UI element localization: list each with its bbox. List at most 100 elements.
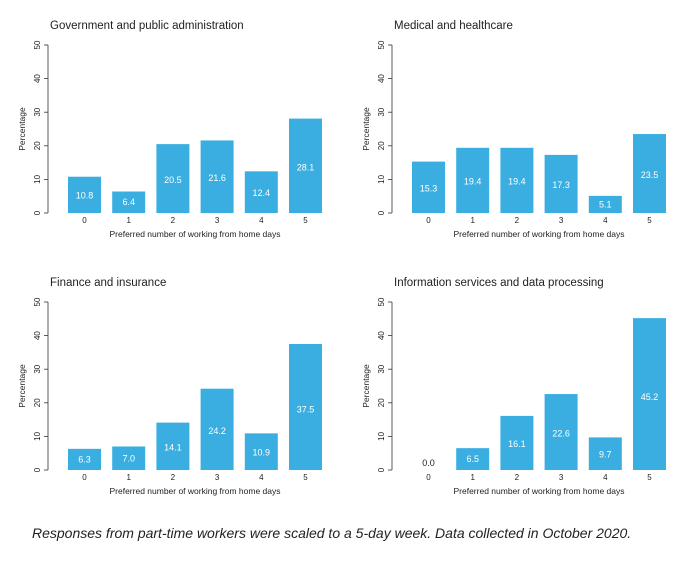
x-tick-label: 3 [559, 216, 564, 225]
y-tick-label: 20 [377, 141, 386, 150]
y-axis-label: Percentage [17, 364, 27, 408]
bar-value-label: 19.4 [464, 177, 482, 187]
bar-value-label: 24.2 [208, 426, 226, 436]
x-tick-label: 5 [647, 216, 652, 225]
bar-value-label: 17.3 [552, 180, 570, 190]
x-tick-label: 2 [171, 473, 176, 482]
y-tick-label: 30 [377, 364, 386, 373]
x-tick-label: 3 [215, 216, 220, 225]
bar [289, 118, 322, 213]
bar-value-label: 19.4 [508, 177, 526, 187]
x-tick-label: 1 [126, 216, 131, 225]
y-tick-label: 50 [377, 40, 386, 49]
bar [289, 344, 322, 470]
x-axis-label: Preferred number of working from home da… [109, 229, 280, 239]
bar-value-label: 10.8 [76, 191, 94, 201]
x-tick-label: 0 [82, 473, 87, 482]
bar-value-label: 6.4 [122, 197, 135, 207]
bar [68, 176, 101, 213]
x-axis-label: Preferred number of working from home da… [453, 486, 624, 496]
y-tick-label: 0 [377, 210, 386, 215]
x-tick-label: 1 [470, 473, 475, 482]
y-tick-label: 40 [377, 331, 386, 340]
bar-value-label: 12.4 [253, 188, 271, 198]
bar [588, 195, 622, 213]
x-tick-label: 3 [559, 473, 564, 482]
y-tick-label: 50 [377, 297, 386, 306]
y-tick-label: 40 [33, 331, 42, 340]
bar-value-label: 6.5 [466, 454, 479, 464]
bar-value-label: 37.5 [297, 405, 315, 415]
chart-panel: Government and public administration0102… [17, 20, 322, 239]
x-tick-label: 2 [515, 473, 520, 482]
chart-title: Government and public administration [50, 20, 244, 32]
bar [112, 191, 146, 213]
bar-value-label: 7.0 [122, 454, 135, 464]
bar-value-label: 22.6 [552, 429, 570, 439]
bar-value-label: 9.7 [599, 449, 612, 459]
y-tick-label: 20 [33, 141, 42, 150]
x-axis-label: Preferred number of working from home da… [453, 229, 624, 239]
bar-value-label: 21.6 [208, 173, 226, 183]
bar [500, 415, 534, 470]
chart-panel: Finance and insurance 0 10 20 30 40 50 Percenta… [17, 277, 322, 496]
y-tick-label: 0 [33, 210, 42, 215]
x-tick-label: 2 [515, 216, 520, 225]
bar-value-label: 28.1 [297, 163, 315, 173]
y-tick-label: 0 [377, 467, 386, 472]
chart-title: Finance and insurance [50, 277, 166, 289]
bar [588, 437, 622, 470]
bar-value-label: 14.1 [164, 442, 182, 452]
bar [156, 422, 190, 470]
bar [200, 140, 234, 213]
x-tick-label: 0 [82, 216, 87, 225]
y-axis-label: Percentage [361, 364, 371, 408]
x-tick-label: 5 [303, 473, 308, 482]
y-tick-label: 10 [33, 174, 42, 183]
chart-panel: Information services and data processing… [361, 277, 666, 496]
y-tick-label: 40 [33, 74, 42, 83]
bar [156, 144, 190, 213]
bar [68, 448, 101, 470]
bar-value-label: 0.0 [422, 458, 435, 468]
bar-value-label: 15.3 [420, 183, 438, 193]
x-tick-label: 5 [647, 473, 652, 482]
x-tick-label: 0 [426, 473, 431, 482]
y-axis-label: Percentage [17, 107, 27, 151]
y-tick-label: 20 [33, 398, 42, 407]
y-tick-label: 20 [377, 398, 386, 407]
x-tick-label: 4 [603, 216, 608, 225]
bar [112, 446, 146, 470]
bar-value-label: 10.9 [253, 447, 271, 457]
x-axis-label: Preferred number of working from home da… [109, 486, 280, 496]
y-tick-label: 50 [33, 297, 42, 306]
chart-panel: Medical and healthcare01020304050Percent… [361, 20, 666, 239]
x-tick-label: 1 [126, 473, 131, 482]
x-tick-label: 5 [303, 216, 308, 225]
bar [244, 171, 278, 213]
bar [244, 433, 278, 470]
y-tick-label: 10 [33, 431, 42, 440]
bar-value-label: 5.1 [599, 199, 612, 209]
x-tick-label: 3 [215, 473, 220, 482]
bar-value-label: 20.5 [164, 175, 182, 185]
y-tick-label: 30 [33, 364, 42, 373]
bar [412, 161, 445, 213]
y-tick-label: 30 [377, 107, 386, 116]
bar-value-label: 23.5 [641, 170, 659, 180]
y-tick-label: 40 [377, 74, 386, 83]
bar [456, 147, 490, 213]
bar-value-label: 45.2 [641, 392, 659, 402]
y-axis-label: Percentage [361, 107, 371, 151]
y-tick-label: 50 [33, 40, 42, 49]
chart-title: Information services and data processing [394, 277, 604, 289]
bar [200, 388, 234, 470]
bar [544, 154, 578, 213]
y-tick-label: 10 [377, 174, 386, 183]
x-tick-label: 4 [603, 473, 608, 482]
x-tick-label: 1 [470, 216, 475, 225]
x-tick-label: 2 [171, 216, 176, 225]
bar-value-label: 6.3 [78, 454, 91, 464]
bar [633, 318, 666, 470]
bar [500, 147, 534, 213]
